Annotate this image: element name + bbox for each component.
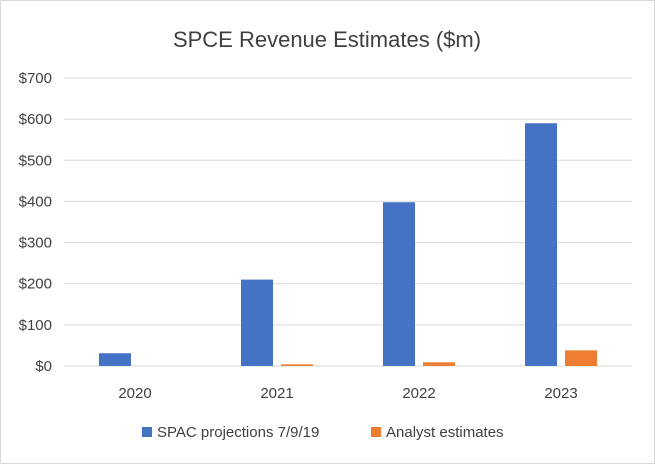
y-tick-label: $600 [19,111,52,128]
x-tick-label: 2023 [544,385,577,402]
bar-spac-2020 [99,353,131,366]
x-tick-label: 2020 [118,385,151,402]
legend-swatch-analyst [371,427,381,437]
x-tick-label: 2021 [260,385,293,402]
y-tick-label: $700 [19,70,52,87]
bar-analyst-2022 [423,362,455,366]
legend-label-analyst: Analyst estimates [386,424,504,441]
legend-swatch-spac [142,427,152,437]
y-axis-tick-labels: $0 $100 $200 $300 $400 $500 $600 $700 [19,70,52,375]
bar-analyst-2021 [281,364,313,366]
y-tick-label: $500 [19,152,52,169]
y-tick-label: $400 [19,193,52,210]
legend: SPAC projections 7/9/19 Analyst estimates [142,424,504,441]
x-tick-label: 2022 [402,385,435,402]
legend-label-spac: SPAC projections 7/9/19 [157,424,319,441]
bar-spac-2022 [383,202,415,366]
bar-spac-2021 [241,279,273,366]
y-tick-label: $100 [19,317,52,334]
chart-title: SPCE Revenue Estimates ($m) [173,27,481,52]
bar-spac-2023 [525,123,557,366]
y-tick-label: $200 [19,276,52,293]
bars [99,123,597,366]
x-axis-tick-labels: 2020 2021 2022 2023 [118,385,577,402]
bar-analyst-2023 [565,350,597,366]
y-tick-label: $300 [19,235,52,252]
y-tick-label: $0 [35,358,52,375]
